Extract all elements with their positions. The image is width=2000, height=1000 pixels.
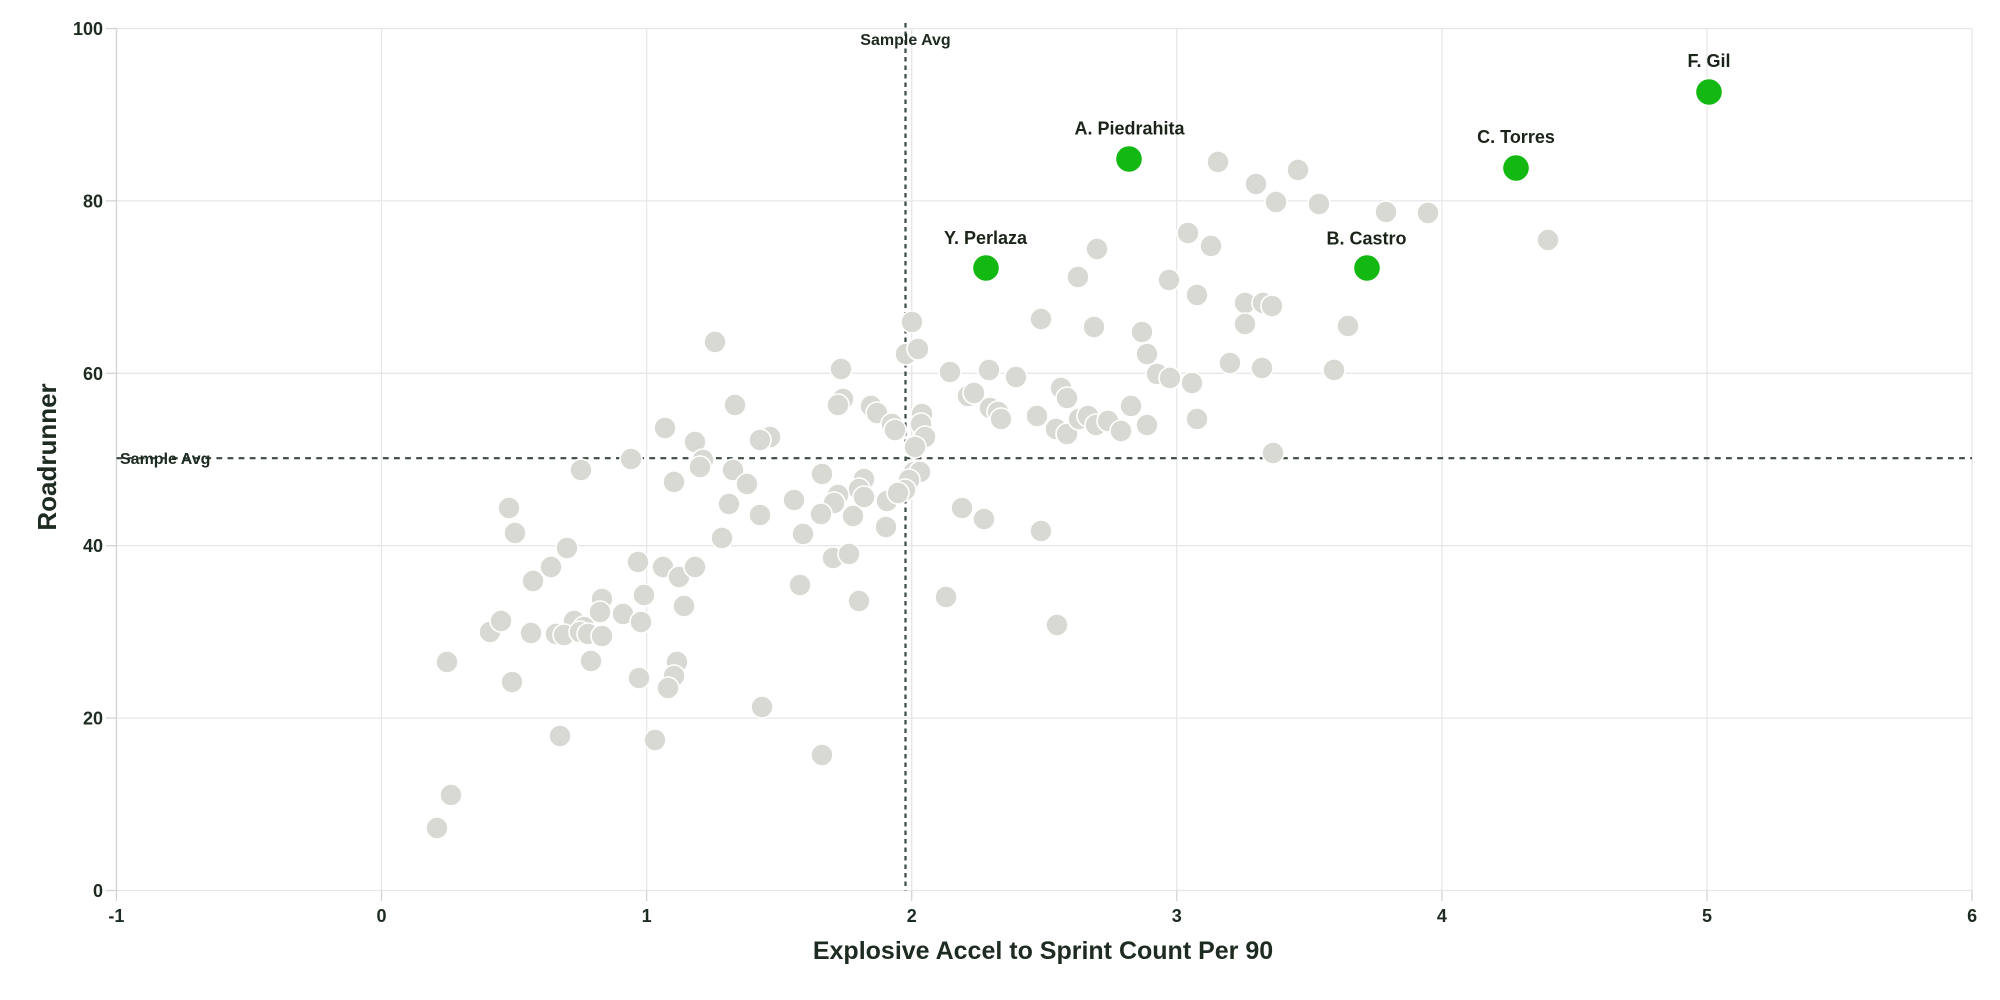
svg-text:Explosive Accel to Sprint Coun: Explosive Accel to Sprint Count Per 90 (813, 937, 1273, 965)
svg-text:0: 0 (93, 881, 103, 901)
svg-text:3: 3 (1172, 906, 1182, 926)
svg-text:Y. Perlaza: Y. Perlaza (944, 228, 1028, 248)
svg-text:F. Gil: F. Gil (1687, 51, 1730, 71)
svg-text:-1: -1 (108, 906, 124, 926)
svg-text:40: 40 (83, 536, 103, 556)
svg-text:1: 1 (642, 906, 652, 926)
svg-text:4: 4 (1437, 906, 1447, 926)
svg-text:B. Castro: B. Castro (1326, 229, 1406, 249)
svg-text:100: 100 (73, 19, 103, 39)
svg-text:5: 5 (1702, 906, 1712, 926)
svg-text:Roadrunner: Roadrunner (32, 383, 62, 530)
svg-text:A. Piedrahita: A. Piedrahita (1074, 119, 1185, 139)
svg-text:60: 60 (83, 364, 103, 384)
svg-text:20: 20 (83, 709, 103, 729)
svg-text:0: 0 (376, 906, 386, 926)
svg-text:6: 6 (1967, 906, 1977, 926)
svg-text:2: 2 (907, 906, 917, 926)
svg-text:Sample Avg: Sample Avg (120, 451, 210, 468)
svg-text:80: 80 (83, 191, 103, 211)
svg-text:Sample Avg: Sample Avg (860, 32, 950, 49)
svg-text:C. Torres: C. Torres (1477, 127, 1555, 147)
